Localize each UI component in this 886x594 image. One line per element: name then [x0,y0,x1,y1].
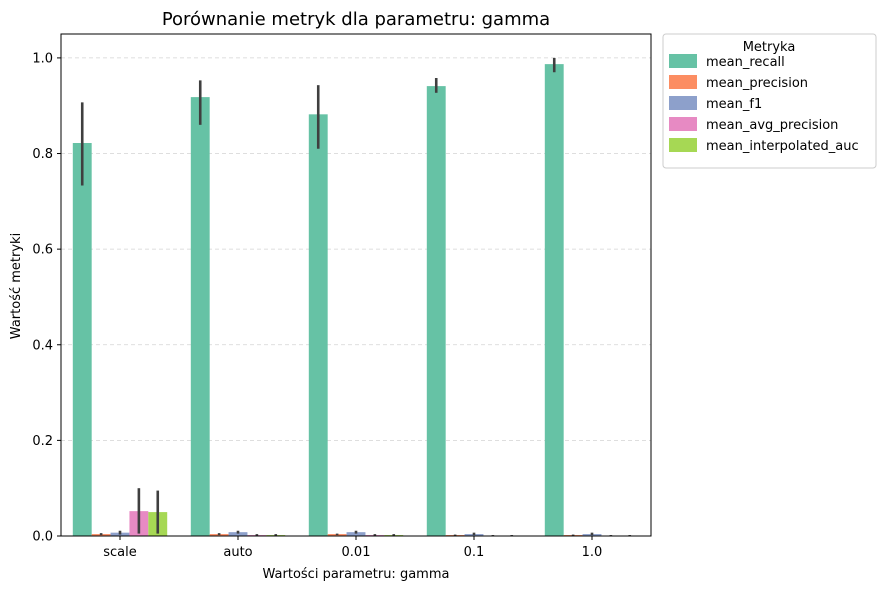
x-axis-ticks: scale auto 0.01 0.1 1.0 [103,536,602,560]
legend-swatch [669,138,697,152]
legend-swatch [669,117,697,131]
y-tick-label: 0.6 [32,243,53,258]
bar [191,97,210,536]
legend: Metryka mean_recall mean_precision mean_f1… [663,34,876,168]
legend-title: Metryka [743,40,796,55]
legend-label: mean_recall [706,55,785,70]
y-tick-label: 0.8 [32,147,53,162]
legend-label: mean_precision [706,76,808,91]
x-tick-label: 0.1 [464,545,485,560]
legend-label: mean_f1 [706,97,762,112]
bar [427,86,446,536]
y-tick-label: 1.0 [32,51,53,66]
legend-swatch [669,96,697,110]
x-tick-label: auto [223,545,252,560]
bar [73,143,92,536]
x-axis-label: Wartości parametru: gamma [263,567,450,582]
y-tick-label: 0.0 [32,530,53,545]
bars [73,64,639,536]
x-tick-label: scale [103,545,137,560]
bar [545,64,564,536]
y-tick-label: 0.2 [32,434,53,449]
y-axis-ticks: 0.0 0.2 0.4 0.6 0.8 1.0 [32,51,61,544]
x-tick-label: 1.0 [582,545,603,560]
y-tick-label: 0.4 [32,338,53,353]
legend-swatch [669,54,697,68]
legend-swatch [669,75,697,89]
bar [309,114,328,536]
chart-title: Porównanie metryk dla parametru: gamma [162,9,550,30]
legend-label: mean_interpolated_auc [706,139,859,154]
x-tick-label: 0.01 [342,545,371,560]
y-axis-label: Wartość metryki [9,233,24,339]
legend-label: mean_avg_precision [706,118,838,133]
